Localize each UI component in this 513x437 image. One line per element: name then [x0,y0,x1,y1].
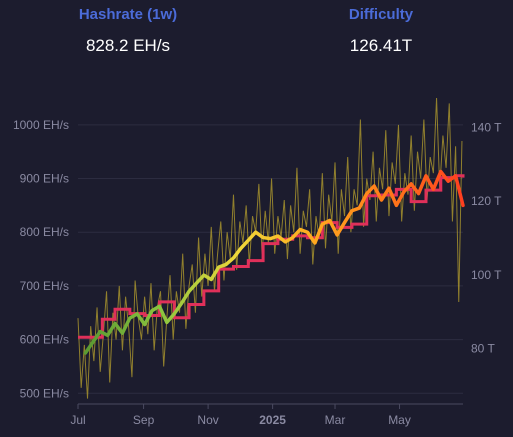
hashrate-value: 828.2 EH/s [85,36,171,55]
difficulty-value: 126.41T [349,36,413,55]
left-tick-label: 1000 EH/s [13,118,69,132]
hashrate-raw-line [77,97,463,399]
left-tick-label: 900 EH/s [20,172,69,186]
x-tick-label: May [388,413,411,427]
left-tick-label: 600 EH/s [20,333,69,347]
x-tick-label: Mar [325,413,346,427]
right-tick-label: 120 T [471,194,502,208]
hashrate-stat: Hashrate (1w) 828.2 EH/s [76,6,180,56]
series [77,97,465,399]
x-tick-label: Jul [70,413,85,427]
x-tick-label: Sep [133,413,155,427]
right-tick-label: 140 T [471,120,502,134]
x-tick-label: Nov [197,413,218,427]
left-tick-label: 700 EH/s [20,279,69,293]
right-tick-label: 80 T [471,342,495,356]
hashrate-ma-line [83,169,465,355]
difficulty-line [78,174,465,339]
difficulty-label: Difficulty [348,6,414,23]
right-tick-label: 100 T [471,268,502,282]
difficulty-stat: Difficulty 126.41T [336,6,426,56]
left-y-axis: 500 EH/s 600 EH/s 700 EH/s 800 EH/s 900 EH/s… [13,118,69,400]
x-tick-label: 2025 [259,413,286,427]
left-tick-label: 800 EH/s [20,225,69,239]
left-tick-label: 500 EH/s [20,386,69,400]
right-y-axis: 80 T 100 T 120 T 140 T [471,120,502,355]
grid [78,124,463,394]
hashrate-label: Hashrate (1w) [78,6,178,23]
x-axis: Jul Sep Nov 2025 Mar May [70,403,463,427]
